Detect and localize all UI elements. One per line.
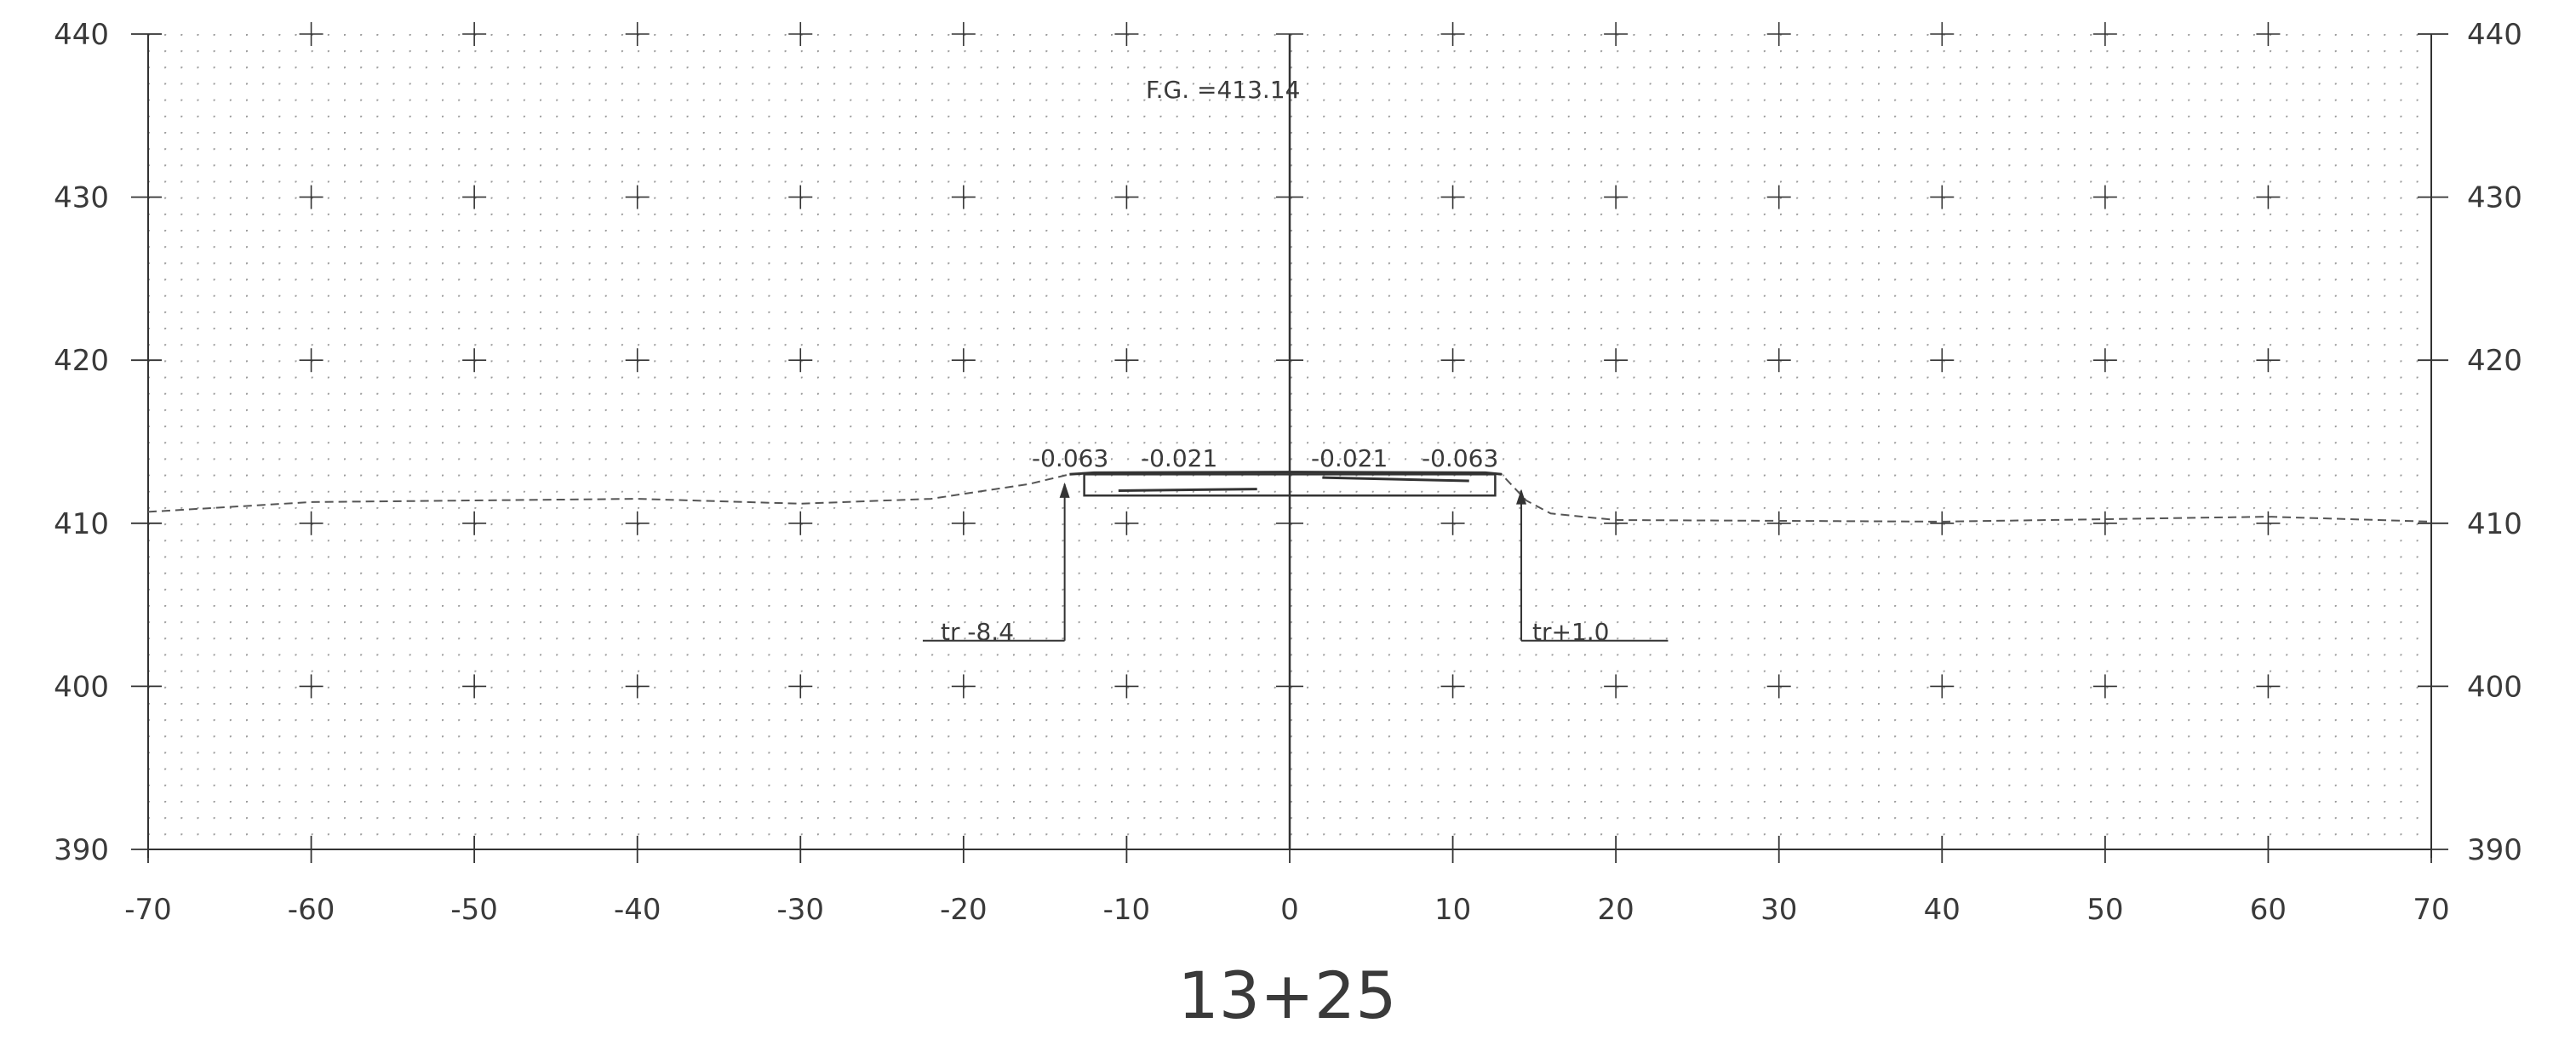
x-tick-label: -10 <box>1103 893 1151 927</box>
x-tick-label: 20 <box>1598 893 1634 927</box>
y-tick-label-left: 440 <box>54 18 109 52</box>
x-tick-label: -40 <box>614 893 661 927</box>
y-tick-label-right: 390 <box>2467 833 2522 867</box>
y-tick-label-right: 420 <box>2467 344 2522 378</box>
slope-label-2: -0.021 <box>1141 444 1217 472</box>
slope-label-4: -0.063 <box>1422 444 1498 472</box>
finish-grade-label: F.G. =413.14 <box>1146 76 1300 104</box>
slope-label-3: -0.021 <box>1311 444 1388 472</box>
road-template <box>922 471 1669 642</box>
y-tick-label-left: 420 <box>54 344 109 378</box>
y-tick-label-right: 430 <box>2467 181 2522 215</box>
y-tick-label-left: 430 <box>54 181 109 215</box>
left-leader-arrow <box>1059 482 1070 498</box>
y-tick-label-right: 440 <box>2467 18 2522 52</box>
y-tick-label-right: 410 <box>2467 507 2522 541</box>
y-tick-label-left: 410 <box>54 507 109 541</box>
x-tick-label: 10 <box>1434 893 1471 927</box>
subbase-line <box>1118 488 1257 492</box>
x-tick-label: 70 <box>2413 893 2449 927</box>
left-break-label: tr -8.4 <box>941 618 1014 646</box>
subbase-line <box>1322 476 1469 483</box>
right-leader-arrow <box>1516 489 1527 505</box>
x-axis-ticks: -70 -60 -50 -40 -30 -20 -10 0 10 20 30 40 50 60 70 <box>124 836 2450 927</box>
x-tick-label: 60 <box>2250 893 2287 927</box>
station-label: 13+25 <box>1177 957 1396 1033</box>
y-tick-label-left: 400 <box>54 670 109 704</box>
slope-label-1: -0.063 <box>1032 444 1108 472</box>
pavement-section-box <box>1083 473 1497 497</box>
x-tick-label: 40 <box>1924 893 1961 927</box>
x-tick-label: 50 <box>2087 893 2123 927</box>
y-tick-label-right: 400 <box>2467 670 2522 704</box>
x-tick-label: 30 <box>1760 893 1797 927</box>
right-break-label: tr+1.0 <box>1532 618 1609 646</box>
x-tick-label: -60 <box>288 893 335 927</box>
grid-cross-marks <box>299 22 2281 699</box>
pavement-surface <box>1069 471 1503 476</box>
y-axis-ticks: 440 440 430 430 420 420 410 410 400 400 390 390 <box>54 18 2522 867</box>
x-tick-label: -20 <box>940 893 987 927</box>
x-tick-label: -70 <box>124 893 172 927</box>
x-tick-label: 0 <box>1280 893 1299 927</box>
y-tick-label-left: 390 <box>54 833 109 867</box>
x-tick-label: -50 <box>450 893 498 927</box>
x-tick-label: -30 <box>777 893 825 927</box>
